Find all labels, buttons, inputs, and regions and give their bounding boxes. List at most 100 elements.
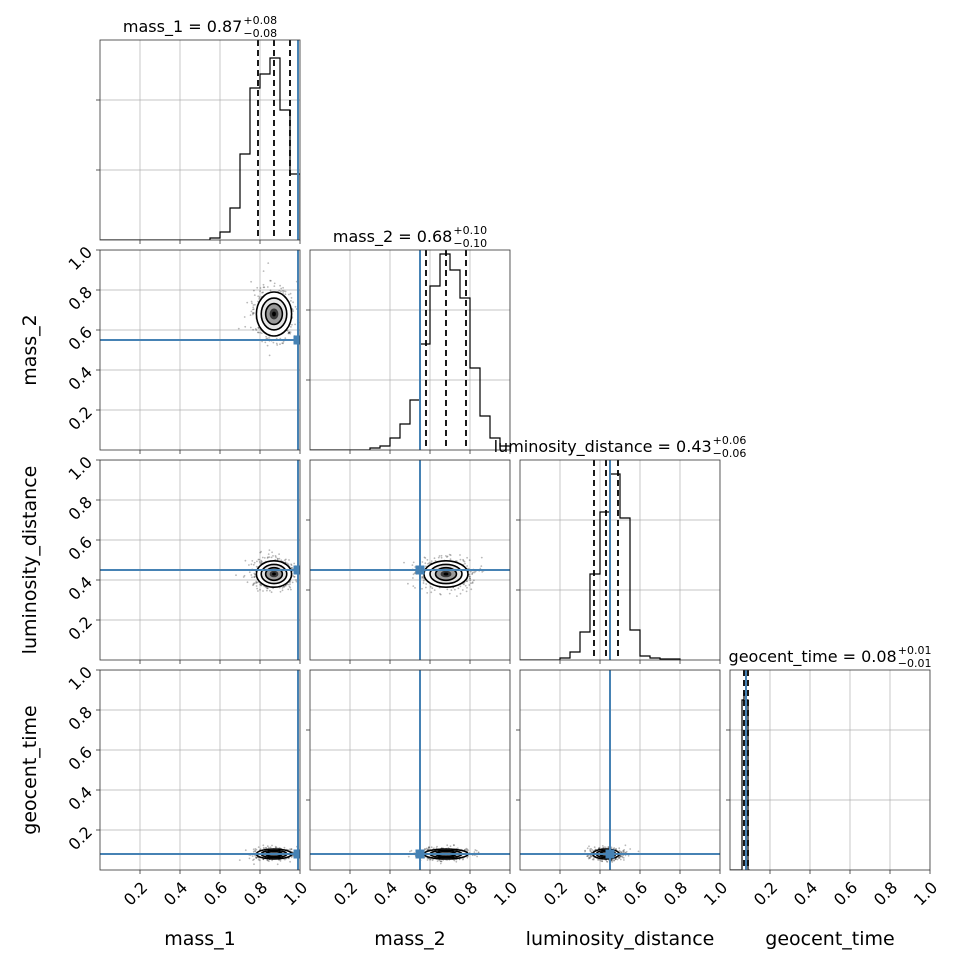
contour-0 — [255, 559, 293, 588]
scatter-point — [284, 290, 287, 293]
x-tick-label: 0.6 — [620, 878, 651, 909]
scatter-point — [410, 849, 413, 852]
scatter-point — [462, 858, 464, 861]
scatter-point — [613, 847, 616, 849]
scatter-point — [253, 863, 255, 866]
scatter-point — [255, 857, 258, 859]
scatter-point — [250, 280, 253, 283]
panel-luminosity_distance-vs-geocent_time: 0.2 0.4 0.6 0.8 1.0 — [516, 669, 731, 909]
scatter-point — [422, 579, 425, 582]
scatter-point — [588, 857, 591, 859]
scatter-point — [586, 855, 589, 858]
scatter-point — [597, 858, 599, 861]
scatter-point — [251, 312, 254, 314]
panel-frame — [99, 669, 301, 871]
scatter-point — [248, 857, 251, 860]
scatter-point — [250, 300, 253, 303]
truth-point — [293, 565, 300, 575]
x-tick-label: 0.8 — [660, 878, 691, 909]
scatter-point — [269, 279, 271, 282]
scatter-point — [279, 590, 282, 593]
scatter-point — [256, 587, 258, 590]
scatter-point — [459, 585, 462, 588]
scatter-point — [431, 859, 434, 862]
scatter-point — [471, 572, 474, 575]
scatter-point — [257, 331, 260, 334]
truth-point — [293, 335, 300, 345]
scatter-point — [433, 589, 436, 591]
title-minus: −0.06 — [713, 447, 747, 460]
contour-0 — [255, 291, 293, 337]
scatter-point — [259, 848, 262, 851]
scatter-point — [586, 855, 589, 857]
scatter-point — [283, 585, 285, 588]
scatter-point — [256, 581, 258, 584]
scatter-point — [440, 556, 443, 559]
title-plus: +0.10 — [453, 224, 487, 237]
scatter-point — [448, 553, 451, 556]
scatter-point — [463, 583, 465, 586]
scatter-point — [264, 847, 267, 849]
scatter-point — [251, 576, 253, 579]
scatter-point — [281, 589, 284, 592]
x-tick-label: 0.2 — [540, 878, 571, 909]
scatter-point — [302, 852, 304, 854]
scatter-point — [290, 848, 293, 850]
density-level-4 — [272, 572, 276, 576]
scatter-point — [456, 847, 459, 850]
scatter-point — [421, 561, 424, 563]
scatter-point — [254, 573, 256, 576]
scatter-point — [591, 858, 594, 861]
title-mass_1: mass_1 = 0.87 +0.08−0.08 — [123, 14, 277, 40]
scatter-point — [623, 851, 626, 853]
truth-point — [605, 849, 615, 859]
scatter-point — [465, 590, 468, 593]
scatter-point — [255, 856, 258, 859]
scatter-point — [273, 282, 276, 285]
scatter-point — [261, 556, 264, 559]
scatter-point — [620, 851, 623, 854]
scatter-point — [267, 556, 269, 559]
scatter-point — [258, 561, 261, 563]
scatter-point — [252, 583, 255, 586]
panel-mass_1-vs-luminosity_distance: 0.2 0.4 0.6 0.8 1.0 — [65, 453, 301, 664]
scatter-point — [464, 848, 467, 851]
scatter-point — [266, 845, 269, 848]
scatter-point — [290, 326, 292, 328]
y-tick-label: 0.8 — [65, 703, 96, 734]
scatter-point — [266, 286, 269, 288]
scatter-point — [613, 859, 616, 862]
scatter-point — [462, 558, 464, 561]
scatter-point — [615, 848, 617, 850]
scatter-point — [291, 581, 294, 584]
scatter-point — [254, 328, 257, 330]
scatter-point — [425, 848, 427, 850]
scatter-point — [413, 572, 416, 575]
scatter-point — [468, 575, 471, 578]
scatter-point — [290, 564, 293, 566]
scatter-point — [254, 303, 256, 306]
scatter-point — [281, 290, 284, 292]
scatter-point — [466, 586, 468, 589]
x-tick-label: 0.4 — [580, 878, 611, 909]
scatter-point — [262, 270, 265, 272]
scatter-point — [440, 554, 443, 557]
scatter-point — [243, 574, 246, 577]
scatter-point — [599, 859, 602, 862]
scatter-point — [430, 560, 433, 562]
scatter-point — [252, 328, 255, 331]
scatter-point — [253, 576, 256, 579]
x-axis-label-mass_1: mass_1 — [164, 928, 236, 950]
scatter-point — [430, 846, 433, 849]
scatter-point — [473, 579, 475, 582]
scatter-point — [262, 846, 265, 849]
scatter-point — [618, 849, 621, 852]
scatter-point — [252, 563, 255, 566]
scatter-point — [252, 308, 254, 311]
scatter-point — [284, 585, 287, 587]
scatter-point — [407, 855, 410, 858]
scatter-point — [275, 846, 278, 849]
scatter-point — [456, 595, 458, 597]
title-main: mass_1 = 0.87 — [123, 17, 242, 37]
